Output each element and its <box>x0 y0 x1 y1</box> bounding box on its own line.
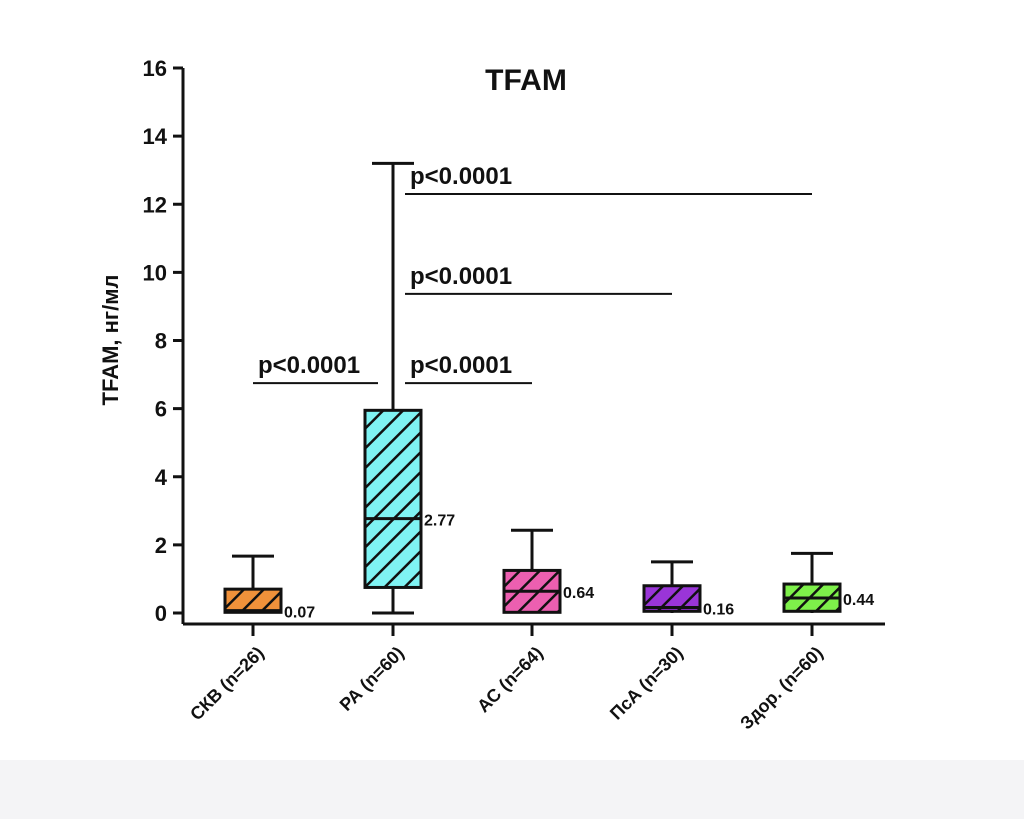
median-label: 0.16 <box>703 602 734 619</box>
y-tick-label: 12 <box>143 192 167 217</box>
y-tick-label: 6 <box>155 397 167 422</box>
box-0: 0.07 <box>223 554 315 622</box>
y-tick-label: 2 <box>155 533 167 558</box>
p-value-label: p<0.0001 <box>410 263 512 290</box>
x-tick-label: РА (n=60) <box>336 643 408 715</box>
box-3: 0.16 <box>642 560 734 619</box>
median-label: 2.77 <box>424 513 455 530</box>
boxes: 0.07 2.77 0.64 0.16 0.44 <box>223 161 874 622</box>
axes: 0 2 4 6 8 10 12 14 16 СКВ (n=26) РА (n=60) АС (n=64… <box>143 56 885 733</box>
y-axis-label: TFAM, нг/мл <box>98 275 123 406</box>
median-label: 0.07 <box>284 605 315 622</box>
y-tick-label: 8 <box>155 329 167 354</box>
median-label: 0.44 <box>843 592 874 609</box>
y-tick-label: 0 <box>155 601 167 626</box>
x-tick-label: СКВ (n=26) <box>186 643 268 725</box>
x-tick-label: Здор. (n=60) <box>736 643 827 734</box>
y-tick-label: 16 <box>143 56 167 81</box>
p-value-label: p<0.0001 <box>410 352 512 379</box>
x-tick-label: ПсА (n=30) <box>606 643 687 724</box>
box-1: 2.77 <box>363 161 455 615</box>
y-tick-label: 4 <box>155 465 168 490</box>
p-value-label: p<0.0001 <box>410 163 512 190</box>
box-2: 0.64 <box>502 528 594 614</box>
p-value-label: p<0.0001 <box>258 352 360 379</box>
chart-title: TFAM <box>485 64 567 97</box>
box-iqr <box>363 408 423 589</box>
significance-annotations: p<0.0001 p<0.0001 p<0.0001 p<0.0001 <box>253 163 812 385</box>
median-label: 0.64 <box>563 585 594 602</box>
y-tick-label: 14 <box>143 124 168 149</box>
box-4: 0.44 <box>782 551 874 613</box>
bottom-strip <box>0 760 1024 819</box>
y-tick-label: 10 <box>143 260 167 285</box>
box-iqr <box>223 587 283 614</box>
x-tick-label: АС (n=64) <box>473 643 547 717</box>
